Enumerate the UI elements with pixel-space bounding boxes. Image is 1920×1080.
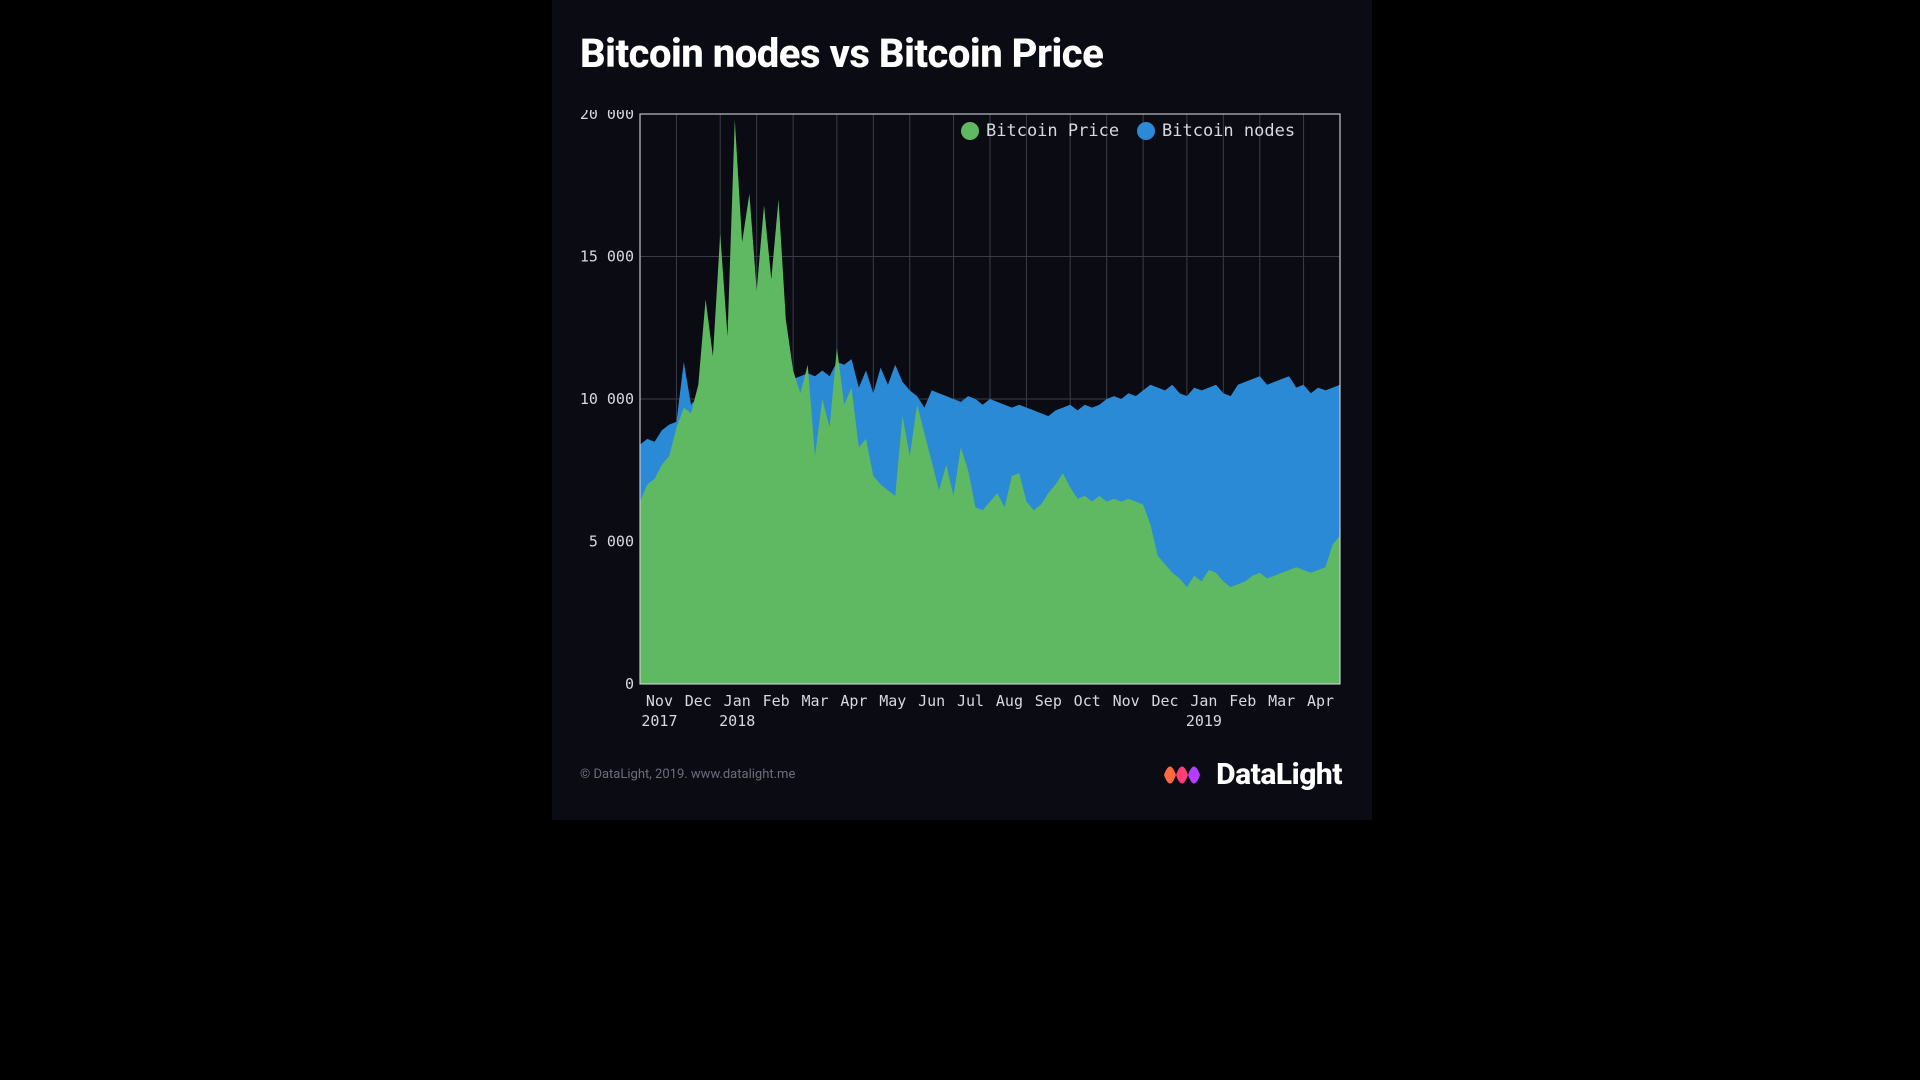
x-axis-month-label: May: [879, 692, 906, 710]
x-axis-month-label: Nov: [1113, 692, 1140, 710]
x-axis-month-label: Oct: [1074, 692, 1101, 710]
x-axis-month-label: Aug: [996, 692, 1023, 710]
legend-marker: [1137, 122, 1155, 140]
chart-plot: 05 00010 00015 00020 000NovDecJanFebMarA…: [580, 110, 1350, 690]
x-axis-month-label: Dec: [685, 692, 712, 710]
x-axis-month-label: Dec: [1151, 692, 1178, 710]
x-axis-month-label: Jan: [1190, 692, 1217, 710]
x-axis-year-label: 2017: [641, 712, 677, 730]
y-axis-tick-label: 10 000: [580, 390, 634, 408]
x-axis-month-label: Apr: [1307, 692, 1334, 710]
x-axis-month-label: Apr: [840, 692, 867, 710]
area-chart-svg: 0 5 000 10 000 15 000 20 000 Nov Dec Jan Feb Mar A…: [580, 110, 1350, 770]
x-axis-month-label: Jan: [724, 692, 751, 710]
brand-logo: DataLight: [1164, 757, 1342, 792]
x-axis-month-label: Mar: [801, 692, 828, 710]
x-axis-month-label: Feb: [1229, 692, 1256, 710]
y-axis-tick-label: 5 000: [589, 533, 634, 551]
legend-label: Bitcoin Price: [986, 121, 1119, 141]
x-axis-year-label: 2019: [1186, 712, 1222, 730]
x-axis-month-label: Feb: [763, 692, 790, 710]
x-axis-month-label: Jul: [957, 692, 984, 710]
y-axis-tick-label: 15 000: [580, 248, 634, 266]
x-axis-year-label: 2018: [719, 712, 755, 730]
brand-logo-text: DataLight: [1216, 757, 1342, 792]
y-axis-tick-label: 20 000: [580, 110, 634, 123]
x-axis-month-label: Mar: [1268, 692, 1295, 710]
chart-card: Bitcoin nodes vs Bitcoin Price 0 5 000 10 …: [552, 0, 1372, 820]
chart-title: Bitcoin nodes vs Bitcoin Price: [580, 30, 1103, 77]
x-axis-month-label: Jun: [918, 692, 945, 710]
footer-credit: © DataLight, 2019. www.datalight.me: [580, 767, 795, 782]
legend-marker: [961, 122, 979, 140]
x-axis-month-label: Sep: [1035, 692, 1062, 710]
legend-label: Bitcoin nodes: [1162, 121, 1295, 141]
y-axis-tick-label: 0: [625, 675, 634, 693]
brand-logo-icon: [1164, 758, 1208, 792]
x-axis-month-label: Nov: [646, 692, 673, 710]
